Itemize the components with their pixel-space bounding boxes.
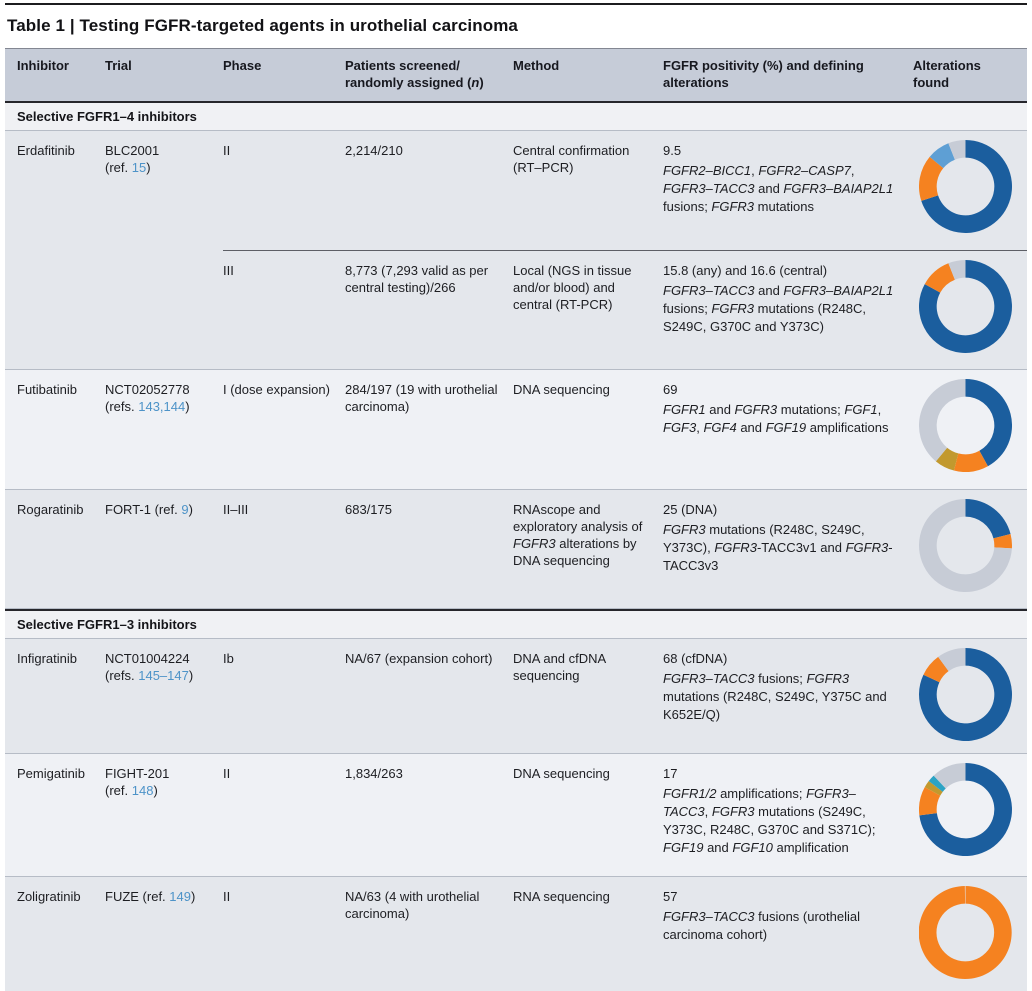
alterations-donut-chart bbox=[919, 762, 1012, 856]
fgfr-defining-alterations: FGFR1/2 amplifications; FGFR3–TACC3, FGF… bbox=[663, 785, 876, 855]
fgfr-defining-alterations: FGFR2–BICC1, FGFR2–CASP7, FGFR3–TACC3 an… bbox=[663, 162, 894, 214]
cell-method: DNA sequencing bbox=[513, 765, 610, 781]
table-row-zoligratinib: Zoligratinib FUZE (ref. 149) II NA/63 (4… bbox=[5, 876, 1027, 991]
table-row-futibatinib: Futibatinib NCT02052778 (refs. 143,144) I… bbox=[5, 369, 1027, 490]
alterations-donut-chart bbox=[919, 259, 1012, 353]
fgfr-positivity-value: 68 (cfDNA) bbox=[663, 650, 728, 666]
table-row-rogaratinib: Rogaratinib FORT-1 (ref. 9) II–III 683/1… bbox=[5, 489, 1027, 609]
cell-inhibitor: Infigratinib bbox=[17, 650, 77, 666]
cell-patients: 284/197 (19 with urothelial carcinoma) bbox=[345, 381, 498, 414]
fgfr-positivity-value: 15.8 (any) and 16.6 (central) bbox=[663, 262, 828, 278]
fgfr-defining-alterations: FGFR3–TACC3 and FGFR3–BAIAP2L1 fusions; … bbox=[663, 282, 894, 334]
fgfr-defining-alterations: FGFR3–TACC3 fusions; FGFR3 mutations (R2… bbox=[663, 670, 887, 722]
column-header-phase: Phase bbox=[223, 58, 262, 73]
fgfr-positivity-value: 17 bbox=[663, 765, 678, 781]
cell-method: RNAscope and exploratory analysis of FGF… bbox=[513, 501, 643, 569]
cell-patients: 2,214/210 bbox=[345, 142, 403, 158]
cell-fgfr-positivity: 15.8 (any) and 16.6 (central) FGFR3–TACC… bbox=[663, 251, 913, 369]
alterations-donut-chart bbox=[919, 647, 1012, 741]
ref-link[interactable]: 149 bbox=[169, 888, 191, 904]
cell-inhibitor: Zoligratinib bbox=[17, 888, 81, 904]
column-header-inhibitor: Inhibitor bbox=[17, 58, 69, 73]
fgfr-positivity-value: 9.5 bbox=[663, 142, 682, 158]
cell-fgfr-positivity: 69 FGFR1 and FGFR3 mutations; FGF1, FGF3… bbox=[663, 370, 913, 489]
cell-fgfr-positivity: 9.5 FGFR2–BICC1, FGFR2–CASP7, FGFR3–TACC… bbox=[663, 131, 913, 250]
table-row-erdafitinib: Erdafitinib BLC2001 (ref. 15) II 2,214/21… bbox=[5, 130, 1027, 370]
cell-phase: I (dose expansion) bbox=[223, 381, 330, 397]
section-header-fgfr1-4: Selective FGFR1–4 inhibitors bbox=[5, 102, 1027, 131]
table-row-pemigatinib: Pemigatinib FIGHT-201 (ref. 148) II 1,834… bbox=[5, 753, 1027, 877]
top-rule bbox=[5, 3, 1027, 5]
column-header-method: Method bbox=[513, 58, 560, 73]
cell-method: Local (NGS in tissue and/or blood) and c… bbox=[513, 262, 632, 313]
fgfr-positivity-value: 25 (DNA) bbox=[663, 501, 718, 517]
cell-trial: NCT01004224 (refs. 145–147) bbox=[105, 650, 194, 683]
erdafitinib-phase3-subrow: III 8,773 (7,293 valid as per central te… bbox=[223, 249, 1027, 369]
fgfr-defining-alterations: FGFR1 and FGFR3 mutations; FGF1, FGF3, F… bbox=[663, 401, 889, 435]
cell-patients: NA/67 (expansion cohort) bbox=[345, 650, 493, 666]
cell-inhibitor: Pemigatinib bbox=[17, 765, 85, 781]
cell-phase: II bbox=[223, 142, 231, 158]
fgfr-defining-alterations: FGFR3–TACC3 fusions (urothelial carcinom… bbox=[663, 908, 860, 942]
ref-link[interactable]: 145–147 bbox=[138, 667, 189, 683]
cell-trial: FORT-1 (ref. 9) bbox=[105, 501, 193, 517]
cell-trial: BLC2001 (ref. 15) bbox=[105, 142, 160, 175]
cell-fgfr-positivity: 25 (DNA) FGFR3 mutations (R248C, S249C, … bbox=[663, 490, 913, 608]
column-header-trial: Trial bbox=[105, 58, 132, 73]
column-header-alterations-found: Alterations found bbox=[913, 58, 981, 90]
table-row-infigratinib: Infigratinib NCT01004224 (refs. 145–147) … bbox=[5, 638, 1027, 754]
cell-inhibitor: Rogaratinib bbox=[17, 501, 84, 517]
cell-patients: 8,773 (7,293 valid as per central testin… bbox=[345, 262, 489, 295]
cell-method: DNA sequencing bbox=[513, 381, 610, 397]
table-header-row: Inhibitor Trial Phase Patients screened/… bbox=[5, 48, 1027, 103]
column-header-fgfr-positivity: FGFR positivity (%) and defining alterat… bbox=[663, 58, 864, 90]
cell-inhibitor: Futibatinib bbox=[17, 381, 77, 397]
ref-link[interactable]: 143,144 bbox=[138, 398, 186, 414]
cell-trial: NCT02052778 (refs. 143,144) bbox=[105, 381, 190, 414]
fgfr-positivity-value: 57 bbox=[663, 888, 678, 904]
cell-phase: III bbox=[223, 262, 234, 278]
ref-link[interactable]: 9 bbox=[181, 501, 189, 517]
cell-method: DNA and cfDNA sequencing bbox=[513, 650, 606, 683]
ref-link[interactable]: 15 bbox=[131, 159, 147, 175]
section-header-fgfr1-3: Selective FGFR1–3 inhibitors bbox=[5, 608, 1027, 639]
ref-link[interactable]: 148 bbox=[131, 782, 154, 798]
cell-alterations bbox=[913, 877, 1027, 991]
alterations-donut-chart bbox=[919, 139, 1012, 233]
cell-alterations bbox=[913, 131, 1027, 250]
cell-trial: FUZE (ref. 149) bbox=[105, 888, 196, 904]
cell-phase: II bbox=[223, 888, 231, 904]
cell-trial: FIGHT-201 (ref. 148) bbox=[105, 765, 170, 798]
cell-phase: II bbox=[223, 765, 231, 781]
cell-phase: Ib bbox=[223, 650, 234, 666]
cell-fgfr-positivity: 57 FGFR3–TACC3 fusions (urothelial carci… bbox=[663, 877, 913, 991]
erdafitinib-phase2-subrow: II 2,214/210 Central confirmation (RT–PC… bbox=[223, 131, 1027, 250]
cell-method: Central confirmation (RT–PCR) bbox=[513, 142, 630, 175]
cell-phase: II–III bbox=[223, 501, 249, 517]
cell-alterations bbox=[913, 754, 1027, 876]
cell-alterations bbox=[913, 251, 1027, 369]
cell-alterations bbox=[913, 639, 1027, 753]
cell-fgfr-positivity: 68 (cfDNA) FGFR3–TACC3 fusions; FGFR3 mu… bbox=[663, 639, 913, 753]
table-title: Table 1 | Testing FGFR-targeted agents i… bbox=[7, 16, 518, 35]
alterations-donut-chart bbox=[919, 498, 1012, 592]
cell-patients: 1,834/263 bbox=[345, 765, 403, 781]
fgfr-positivity-value: 69 bbox=[663, 381, 678, 397]
cell-fgfr-positivity: 17 FGFR1/2 amplifications; FGFR3–TACC3, … bbox=[663, 754, 913, 876]
cell-method: RNA sequencing bbox=[513, 888, 610, 904]
fgfr-defining-alterations: FGFR3 mutations (R248C, S249C, Y373C), F… bbox=[663, 521, 893, 573]
cell-inhibitor: Erdafitinib bbox=[17, 142, 75, 158]
cell-alterations bbox=[913, 370, 1027, 489]
alterations-donut-chart bbox=[919, 885, 1012, 979]
cell-patients: 683/175 bbox=[345, 501, 392, 517]
cell-patients: NA/63 (4 with urothelial carcinoma) bbox=[345, 888, 480, 921]
cell-alterations bbox=[913, 490, 1027, 608]
alterations-donut-chart bbox=[919, 378, 1012, 472]
column-header-patients: Patients screened/randomly assigned (n) bbox=[345, 58, 484, 90]
erdafitinib-subrows: II 2,214/210 Central confirmation (RT–PC… bbox=[223, 131, 1027, 369]
